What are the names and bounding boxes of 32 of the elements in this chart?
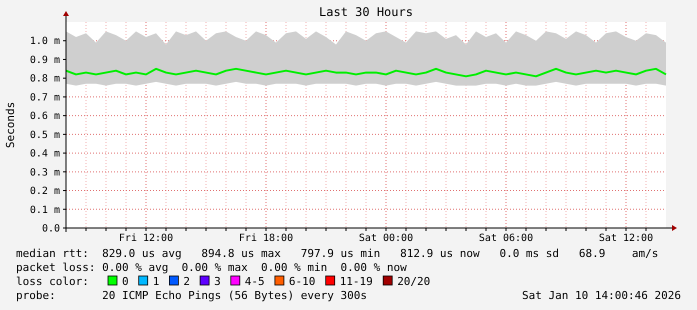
x-tick-label: Sat 00:00 (358, 233, 414, 244)
y-tick-label: 0.6 m (30, 111, 60, 122)
y-axis-title: Seconds (4, 102, 17, 148)
y-tick-label: 1.0 m (30, 36, 60, 48)
text: 6-10 (288, 275, 316, 288)
x-tick-label: Sat 06:00 (478, 233, 534, 244)
y-tick-label: 0.3 m (30, 167, 60, 178)
y-tick-label: 0.7 m (30, 92, 60, 104)
x-tick-label: Fri 18:00 (238, 233, 294, 244)
line-series (65, 68, 667, 78)
y-tick-label: 0.4 m (30, 148, 60, 160)
y-tick-label: 0.8 m (30, 74, 60, 85)
y-tick-label: 0.1 m (30, 204, 60, 216)
text: Sat Jan 10 14:00:46 2026 (522, 289, 681, 302)
text: 20/20 (397, 275, 430, 288)
text: 0 (122, 275, 129, 288)
text: probe: 20 ICMP Echo Pings (56 Bytes) every 300s (16, 289, 367, 302)
text: 4-5 (244, 275, 265, 288)
x-tick-label: Sat 12:00 (598, 233, 654, 244)
y-tick-label: 0.5 m (30, 130, 60, 141)
text: 2 (183, 275, 190, 288)
text: packet loss: 0.00 % avg 0.00 % max 0.00 % min 0.00 % now (16, 261, 408, 274)
y-tick-label: 0.0 (42, 224, 60, 234)
text: median rtt: 829.0 us avg 894.8 us max 797.9 us min 812.9 us now 0.0 ms sd 68.9 am/s (16, 247, 658, 260)
x-tick-label: Fri 12:00 (118, 233, 174, 244)
chart-title: Last 30 Hours (319, 5, 413, 19)
text: 11-19 (340, 275, 373, 288)
y-tick-label: 0.2 m (30, 186, 60, 198)
text: 3 (214, 275, 221, 288)
y-tick-label: 0.9 m (30, 54, 60, 66)
text: loss color: (16, 275, 89, 288)
text: 1 (152, 275, 160, 288)
